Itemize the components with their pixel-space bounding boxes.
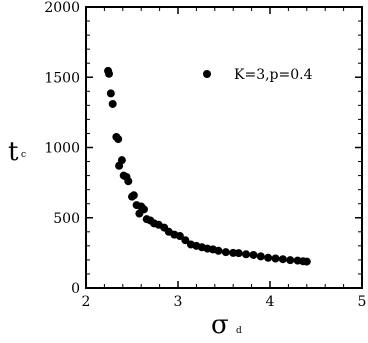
data-point xyxy=(249,250,258,259)
y-axis-label: t c xyxy=(8,137,26,167)
plot-frame xyxy=(85,6,363,289)
x-tick-label: 5 xyxy=(358,294,367,310)
data-point xyxy=(256,252,265,261)
y-tick-label: 1000 xyxy=(44,141,80,157)
x-tick-label: 2 xyxy=(82,294,91,310)
data-point xyxy=(242,250,251,259)
data-point xyxy=(278,255,287,264)
data-point xyxy=(175,232,184,241)
x-axis-label: σ d xyxy=(211,310,242,340)
tick-labels: 2 3 4 5 0 500 1000 1500 2000 xyxy=(44,0,366,310)
y-axis-label-sub: c xyxy=(21,150,26,160)
legend: K=3,p=0.4 xyxy=(203,67,313,83)
x-tick-label: 3 xyxy=(174,294,183,310)
y-tick-label: 500 xyxy=(53,211,80,227)
data-point xyxy=(181,236,190,245)
data-point xyxy=(271,254,280,263)
data-point xyxy=(302,257,311,266)
data-point xyxy=(264,253,273,262)
legend-marker xyxy=(203,70,211,78)
data-point xyxy=(108,99,117,108)
y-tick-label: 0 xyxy=(71,281,80,297)
legend-label: K=3,p=0.4 xyxy=(234,67,313,83)
x-axis-label-sub: d xyxy=(236,326,242,336)
data-point xyxy=(105,69,113,78)
y-tick-label: 2000 xyxy=(44,0,80,16)
data-point xyxy=(106,89,115,98)
x-axis-label-main: σ xyxy=(211,310,229,340)
data-point xyxy=(124,177,133,186)
data-point xyxy=(234,249,243,258)
data-point xyxy=(286,256,295,265)
data-point xyxy=(114,135,123,144)
axis-ticks xyxy=(85,6,363,289)
data-point xyxy=(214,246,223,255)
y-tick-label: 1500 xyxy=(44,70,80,86)
data-point xyxy=(221,248,230,257)
data-point xyxy=(139,205,148,214)
data-point xyxy=(129,191,138,200)
y-axis-label-main: t xyxy=(8,137,19,167)
data-point xyxy=(117,156,126,165)
x-tick-label: 4 xyxy=(266,294,275,310)
data-points xyxy=(104,66,311,266)
